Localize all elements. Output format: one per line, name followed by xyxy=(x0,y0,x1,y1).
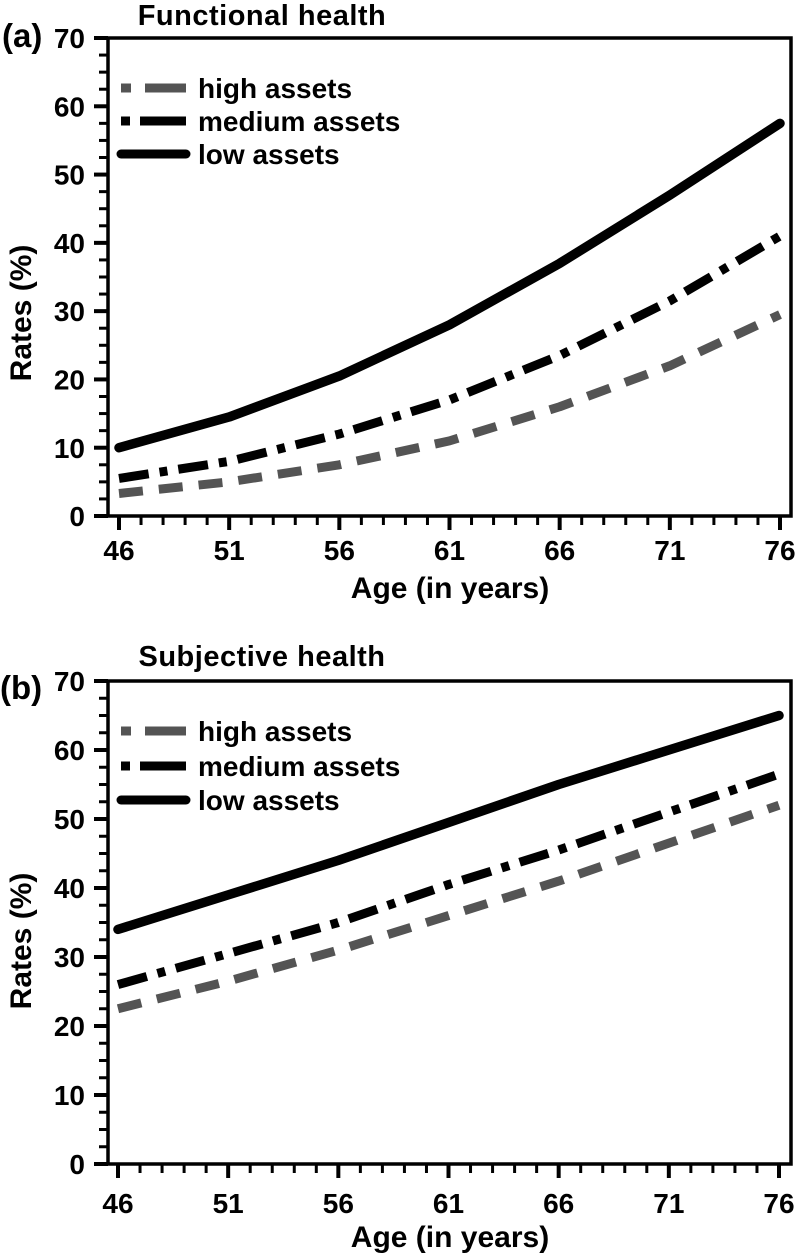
panel-b-y-axis-title: Rates (%) xyxy=(5,873,38,1010)
legend-label: high assets xyxy=(198,716,352,747)
y-tick-label: 30 xyxy=(54,296,85,327)
x-tick-label: 76 xyxy=(763,1188,794,1219)
legend-label: low assets xyxy=(198,139,340,170)
panel-a-x-axis-title: Age (in years) xyxy=(351,572,549,605)
x-tick-label: 51 xyxy=(214,535,245,566)
panel-b-title: Subjective health xyxy=(138,641,385,673)
legend-label: low assets xyxy=(198,785,340,816)
panel-a-title: Functional health xyxy=(138,0,387,32)
x-tick-label: 61 xyxy=(434,535,465,566)
legend-label: medium assets xyxy=(198,751,400,782)
y-tick-label: 10 xyxy=(54,1080,85,1111)
y-tick-label: 0 xyxy=(69,1149,85,1180)
y-tick-label: 30 xyxy=(54,942,85,973)
y-tick-label: 20 xyxy=(54,1011,85,1042)
y-tick-label: 10 xyxy=(54,433,85,464)
x-tick-label: 71 xyxy=(653,1188,684,1219)
series-line-medium-assets xyxy=(116,769,781,989)
series-line-low-assets xyxy=(114,118,785,453)
panel-a-y-axis-title: Rates (%) xyxy=(5,245,38,382)
series-line-high-assets xyxy=(116,800,781,1014)
y-tick-label: 70 xyxy=(54,23,85,54)
x-tick-label: 46 xyxy=(103,535,134,566)
y-tick-label: 50 xyxy=(54,804,85,835)
functional-health-chart: (a) Functional health Age (in years) Rat… xyxy=(2,0,796,605)
y-tick-label: 0 xyxy=(69,501,85,532)
legend-label: high assets xyxy=(198,73,352,104)
x-tick-label: 56 xyxy=(324,535,355,566)
panel-b-plot-area: 0 10 20 30 40 50 60 70 46 51 56 61 66 71 76 high assets… xyxy=(54,666,795,1219)
panel-a-letter: (a) xyxy=(2,17,42,54)
series-line-low-assets xyxy=(113,710,784,935)
x-tick-label: 61 xyxy=(433,1188,464,1219)
y-tick-label: 40 xyxy=(54,873,85,904)
y-tick-label: 60 xyxy=(54,735,85,766)
x-tick-label: 76 xyxy=(764,535,795,566)
series-line-high-assets xyxy=(118,310,782,498)
series-line-medium-assets xyxy=(118,232,783,483)
y-tick-label: 50 xyxy=(54,160,85,191)
x-tick-label: 71 xyxy=(654,535,685,566)
y-tick-label: 70 xyxy=(54,666,85,697)
y-tick-label: 60 xyxy=(54,91,85,122)
x-tick-label: 51 xyxy=(213,1188,244,1219)
y-tick-label: 20 xyxy=(54,365,85,396)
x-tick-label: 66 xyxy=(543,1188,574,1219)
panel-b-letter: (b) xyxy=(0,669,42,706)
x-tick-label: 56 xyxy=(323,1188,354,1219)
x-tick-label: 66 xyxy=(544,535,575,566)
panel-a-plot-area: 0 10 20 30 40 50 60 70 46 51 56 61 66 71 76 high assets… xyxy=(54,23,796,566)
legend-label: medium assets xyxy=(198,106,400,137)
panel-b-x-axis-title: Age (in years) xyxy=(351,1221,549,1254)
subjective-health-chart: (b) Subjective health Age (in years) Rat… xyxy=(0,641,795,1254)
y-tick-label: 40 xyxy=(54,228,85,259)
x-tick-label: 46 xyxy=(102,1188,133,1219)
